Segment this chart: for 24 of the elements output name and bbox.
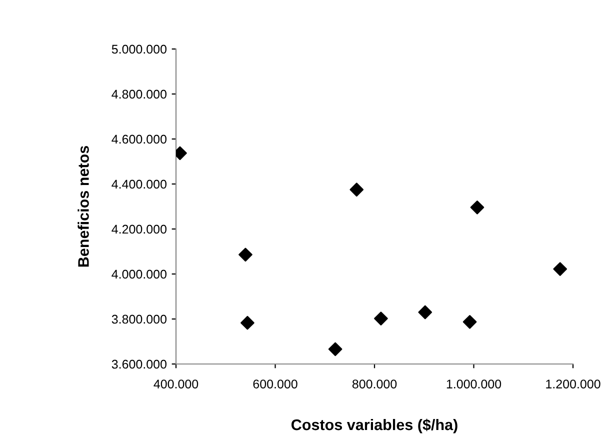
y-axis-title: Beneficios netos xyxy=(78,146,89,267)
x-tick-label: 1.200.000 xyxy=(546,380,600,388)
point xyxy=(374,312,388,326)
point xyxy=(328,342,342,356)
x-tick-label: 800.000 xyxy=(352,380,397,388)
y-tick-label: 4.600.000 xyxy=(112,134,166,144)
point xyxy=(462,315,477,329)
x-tick-label: 600.000 xyxy=(253,380,298,388)
y-tick-label: 4.200.000 xyxy=(112,224,166,234)
point xyxy=(238,248,252,262)
point xyxy=(418,305,432,320)
point xyxy=(350,182,364,197)
point xyxy=(240,316,254,330)
y-tick-label: 4.800.000 xyxy=(112,90,166,99)
point xyxy=(470,200,484,214)
y-tick-label: 3.600.000 xyxy=(112,360,166,369)
point xyxy=(553,262,568,276)
y-tick-label: 5.000.000 xyxy=(112,44,166,54)
y-tick-label: 4.000.000 xyxy=(112,270,166,279)
x-tick-label: 1.000.000 xyxy=(446,380,502,388)
x-axis-title: Costos variables ($/ha) xyxy=(292,418,458,434)
y-tick-label: 4.400.000 xyxy=(112,180,166,189)
y-tick-label: 3.800.000 xyxy=(112,314,166,324)
x-tick-label: 400.000 xyxy=(154,380,198,388)
